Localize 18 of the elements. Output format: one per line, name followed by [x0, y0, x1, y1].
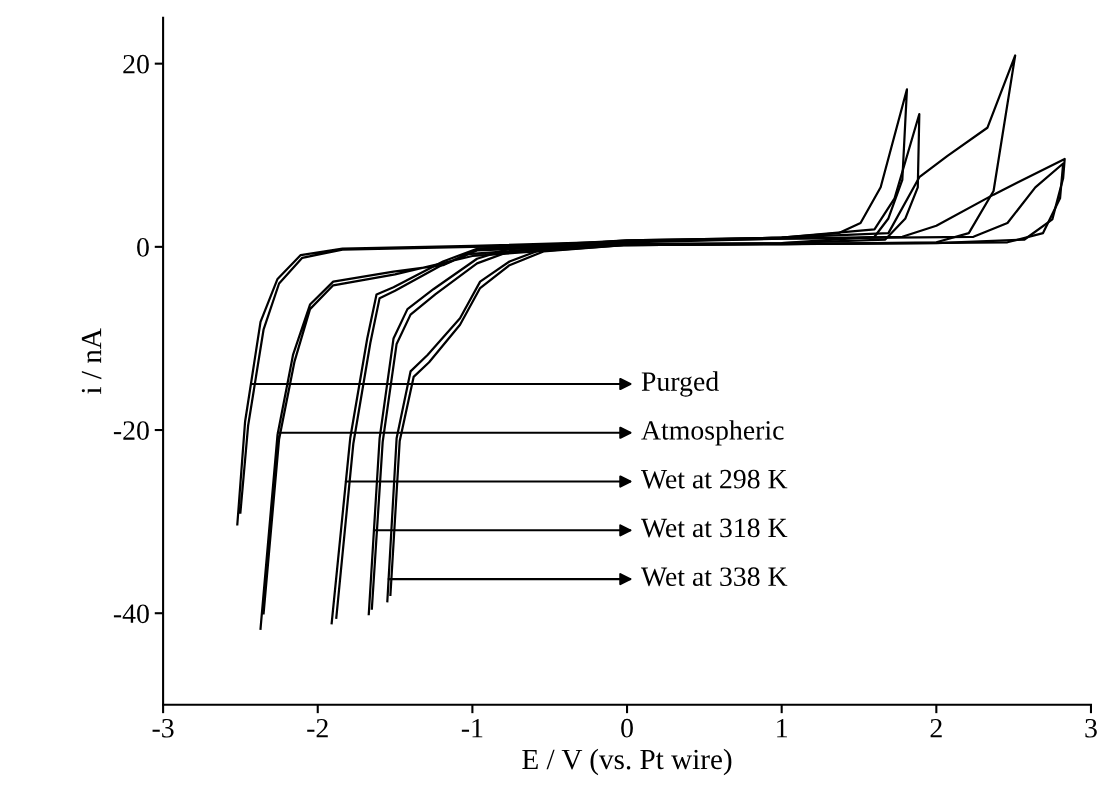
y-tick-label: -20: [113, 421, 149, 440]
legend-label: Wet at 338 K: [640, 567, 788, 587]
x-tick-label: 3: [1085, 718, 1097, 738]
legend-label: Wet at 298 K: [640, 469, 788, 489]
legend-label: Purged: [641, 371, 719, 397]
x-tick-label: -2: [307, 718, 328, 738]
x-tick-label: 1: [777, 718, 787, 738]
y-axis-title: i / nA: [81, 328, 102, 394]
y-tick-label: 0: [137, 238, 149, 257]
y-tick-label: -40: [113, 604, 149, 624]
legend-label: Atmospheric: [641, 420, 784, 446]
x-axis-title: E / V (vs. Pt wire): [522, 748, 732, 776]
y-tick-label: 20: [123, 54, 149, 74]
x-tick-label: 0: [621, 718, 633, 738]
x-tick-label: 2: [930, 718, 942, 738]
x-tick-label: -1: [461, 718, 483, 738]
x-tick-label: -3: [152, 718, 174, 738]
legend-label: Wet at 318 K: [640, 518, 788, 538]
